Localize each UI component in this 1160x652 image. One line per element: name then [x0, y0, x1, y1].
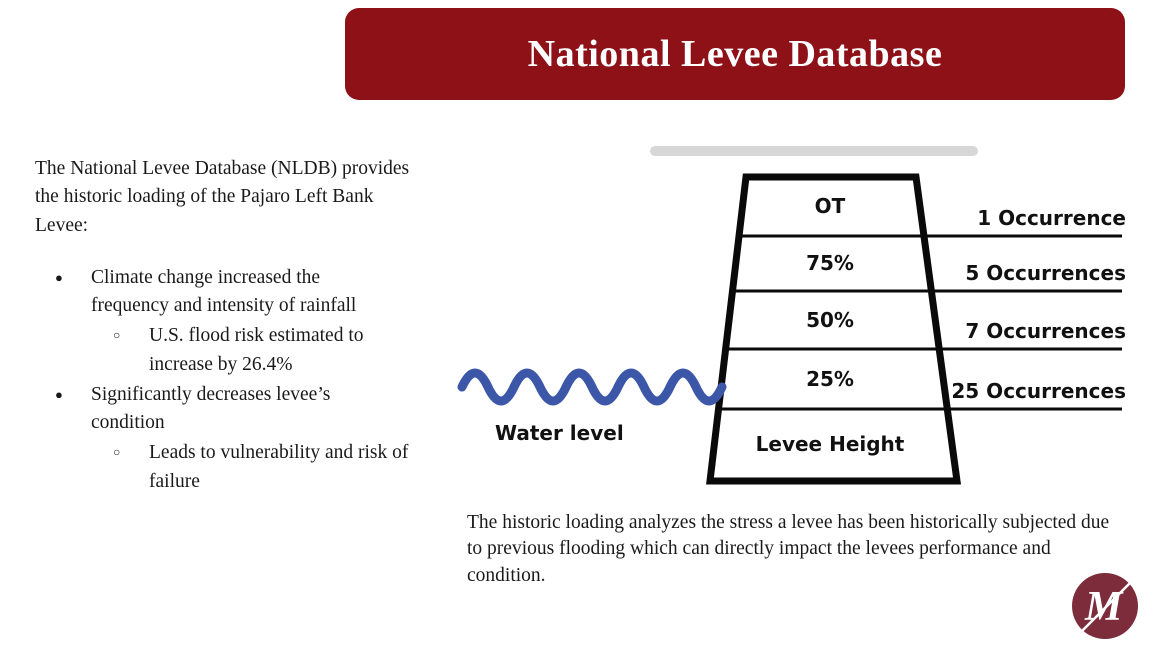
occurrence-label: 5 Occurrences	[965, 261, 1126, 285]
water-wave-icon	[457, 368, 727, 406]
occurrence-label: 7 Occurrences	[965, 319, 1126, 343]
bullet-item: ● Significantly decreases levee’s condit…	[35, 381, 470, 438]
levee-section-label: Levee Height	[755, 432, 905, 456]
top-gray-bar	[650, 146, 978, 156]
levee-diagram-graphic	[457, 146, 1122, 485]
caption-text: The historic loading analyzes the stress…	[467, 512, 1110, 586]
bullet-marker-icon: ●	[55, 269, 63, 285]
logo-circle	[1072, 573, 1138, 639]
occurrence-label: 1 Occurrence	[977, 206, 1126, 230]
levee-section-label: 50%	[806, 308, 854, 332]
levee-section-label: 75%	[806, 251, 854, 275]
sub-bullet-marker-icon: ○	[113, 445, 121, 460]
intro-text: The National Levee Database (NLDB) provi…	[35, 158, 410, 236]
bullet-marker-icon: ●	[55, 386, 63, 402]
left-text-column: The National Levee Database (NLDB) provi…	[35, 155, 470, 498]
levee-trapezoid	[706, 173, 962, 485]
water-level-label: Water level	[495, 421, 624, 445]
occurrence-label: 25 Occurrences	[951, 379, 1126, 403]
levee-section-label: 25%	[806, 367, 854, 391]
m-monogram-logo: M	[1072, 573, 1138, 639]
levee-diagram: OT 75% 50% 25% Levee Height 1 Occurrence…	[440, 140, 1140, 500]
sub-bullet-text: Leads to vulnerability and risk of failu…	[149, 442, 409, 492]
logo-slash	[1080, 581, 1132, 633]
sub-bullet-item: ○ Leads to vulnerability and risk of fai…	[35, 439, 470, 496]
bullet-text: Significantly decreases levee’s conditio…	[91, 383, 331, 434]
bullet-text: Climate change increased the frequency a…	[91, 266, 357, 317]
sub-bullet-item: ○ U.S. flood risk estimated to increase …	[35, 322, 470, 379]
sub-bullet-marker-icon: ○	[113, 328, 121, 343]
slide-title: National Levee Database	[527, 33, 943, 75]
title-banner: National Levee Database	[345, 8, 1125, 100]
logo-letter: M	[1084, 584, 1124, 630]
levee-section-label: OT	[814, 194, 846, 218]
sub-bullet-text: U.S. flood risk estimated to increase by…	[149, 325, 364, 375]
bullet-item: ● Climate change increased the frequency…	[35, 264, 470, 321]
